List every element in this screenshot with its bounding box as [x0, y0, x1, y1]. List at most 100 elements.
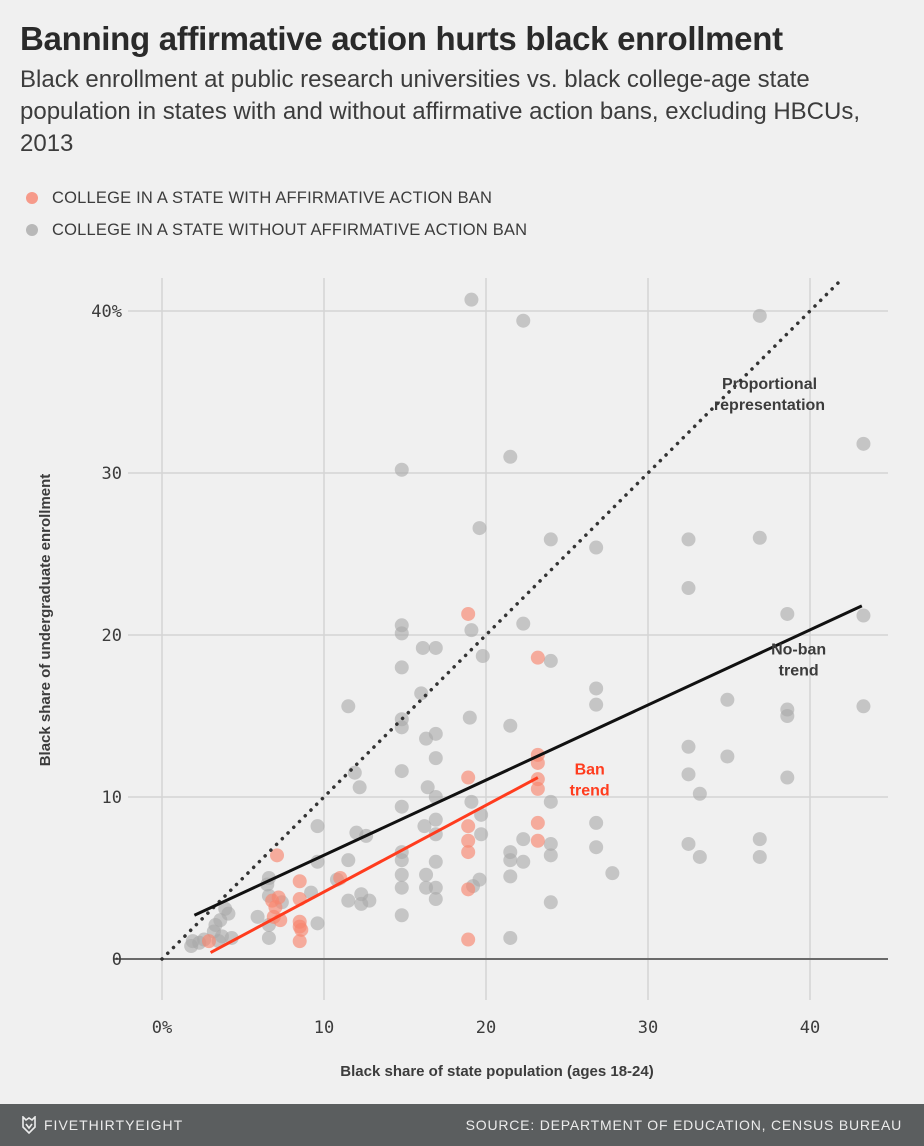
- ban-point: [292, 934, 307, 949]
- no-ban-point: [780, 709, 795, 723]
- no-ban-point: [310, 819, 325, 834]
- no-ban-point: [589, 681, 604, 696]
- no-ban-point: [428, 812, 443, 827]
- ban-point: [530, 755, 545, 770]
- no-ban-point: [503, 869, 518, 884]
- ban-point: [461, 882, 476, 897]
- no-ban-point: [589, 815, 604, 830]
- no-ban-point: [692, 786, 707, 801]
- legend-label-ban: COLLEGE IN A STATE WITH AFFIRMATIVE ACTI…: [52, 188, 493, 207]
- proportional-representation-label-line: representation: [714, 397, 825, 414]
- no-ban-point: [221, 906, 236, 921]
- no-ban-point: [681, 739, 696, 754]
- legend-dot-no-ban-icon: [26, 224, 38, 236]
- y-tick-label: 40%: [91, 302, 122, 322]
- no-ban-point: [394, 799, 409, 814]
- ban-trend-label-line: trend: [570, 782, 610, 799]
- no-ban-point: [462, 710, 477, 725]
- no-ban-point: [503, 718, 518, 733]
- no-ban-point: [341, 853, 356, 868]
- y-axis-title: Black share of undergraduate enrollment: [37, 474, 54, 767]
- y-tick-label: 20: [102, 626, 122, 646]
- no-ban-point: [428, 640, 443, 655]
- no-ban-point: [250, 909, 265, 924]
- x-tick-label: 40: [800, 1018, 820, 1038]
- ban-point: [461, 770, 476, 785]
- no-ban-point: [464, 292, 479, 307]
- no-ban-point: [341, 699, 356, 714]
- y-tick-label: 0: [112, 950, 122, 970]
- no-ban-point: [428, 751, 443, 766]
- legend-label-no-ban: COLLEGE IN A STATE WITHOUT AFFIRMATIVE A…: [52, 220, 528, 239]
- no-ban-point: [394, 462, 409, 477]
- ban-point: [271, 890, 286, 905]
- no-ban-point: [780, 606, 795, 621]
- no-ban-point: [472, 872, 487, 887]
- ban-point: [461, 819, 476, 834]
- legend-item-ban: COLLEGE IN A STATE WITH AFFIRMATIVE ACTI…: [26, 182, 527, 214]
- ban-point: [461, 833, 476, 848]
- footer: FIVETHIRTYEIGHT SOURCE: DEPARTMENT OF ED…: [0, 1104, 924, 1146]
- no-ban-point: [503, 930, 518, 945]
- no-ban-point: [394, 867, 409, 882]
- no-ban-point: [681, 532, 696, 547]
- no-ban-point: [516, 616, 531, 631]
- x-tick-label: 30: [638, 1018, 658, 1038]
- no-ban-point: [605, 866, 620, 881]
- no-ban-point: [419, 880, 434, 895]
- no-ban-point: [543, 532, 558, 547]
- ban-point: [461, 932, 476, 947]
- x-tick-label: 0%: [152, 1018, 172, 1038]
- proportional-representation-label: Proportional representation: [714, 376, 825, 414]
- no-ban-point: [394, 764, 409, 779]
- no-ban-point: [475, 649, 490, 664]
- no-ban-trend-label-line: No-ban: [771, 641, 826, 658]
- no-ban-point: [310, 916, 325, 931]
- y-tick-label: 30: [102, 464, 122, 484]
- no-ban-point: [516, 313, 531, 328]
- no-ban-point: [428, 880, 443, 895]
- chart-title: Banning affirmative action hurts black e…: [20, 20, 783, 57]
- no-ban-point: [414, 686, 429, 701]
- no-ban-trend-label: No-ban trend: [771, 641, 826, 679]
- no-ban-point: [720, 749, 735, 764]
- no-ban-point: [417, 819, 432, 834]
- ban-trend-label-line: Ban: [575, 761, 605, 778]
- no-ban-point: [464, 623, 479, 638]
- no-ban-point: [856, 436, 871, 451]
- no-ban-trend-label-line: trend: [779, 662, 819, 679]
- ban-point: [530, 781, 545, 796]
- no-ban-point: [415, 640, 430, 655]
- no-ban-point: [394, 880, 409, 895]
- legend: COLLEGE IN A STATE WITH AFFIRMATIVE ACTI…: [26, 182, 527, 246]
- no-ban-point: [856, 699, 871, 714]
- no-ban-point: [752, 308, 767, 323]
- no-ban-point: [261, 930, 276, 945]
- brand-name: FIVETHIRTYEIGHT: [44, 1117, 184, 1133]
- ban-point: [461, 606, 476, 621]
- fox-logo-icon: [22, 1116, 36, 1134]
- no-ban-point: [856, 608, 871, 623]
- no-ban-point: [394, 660, 409, 675]
- ban-point: [530, 815, 545, 830]
- proportional-representation-label-line: Proportional: [722, 376, 817, 393]
- no-ban-point: [362, 893, 377, 908]
- ban-trend-line: [209, 776, 539, 954]
- ban-point: [292, 874, 307, 889]
- no-ban-point: [464, 794, 479, 809]
- no-ban-point: [752, 530, 767, 545]
- scatter-chart: 0% 10 20 30 40 0 10 20 30 40% Proportional represe…: [37, 276, 888, 1080]
- no-ban-point: [681, 836, 696, 851]
- no-ban-point: [780, 770, 795, 785]
- no-ban-point: [347, 765, 362, 780]
- no-ban-point: [589, 697, 604, 712]
- no-ban-point: [543, 836, 558, 851]
- no-ban-point: [543, 895, 558, 910]
- ban-point: [530, 833, 545, 848]
- legend-item-no-ban: COLLEGE IN A STATE WITHOUT AFFIRMATIVE A…: [26, 214, 527, 246]
- proportional-representation-line: [160, 276, 845, 961]
- x-tick-label: 10: [314, 1018, 334, 1038]
- ban-points: [201, 606, 545, 949]
- no-ban-point: [516, 832, 531, 847]
- ban-point: [530, 650, 545, 665]
